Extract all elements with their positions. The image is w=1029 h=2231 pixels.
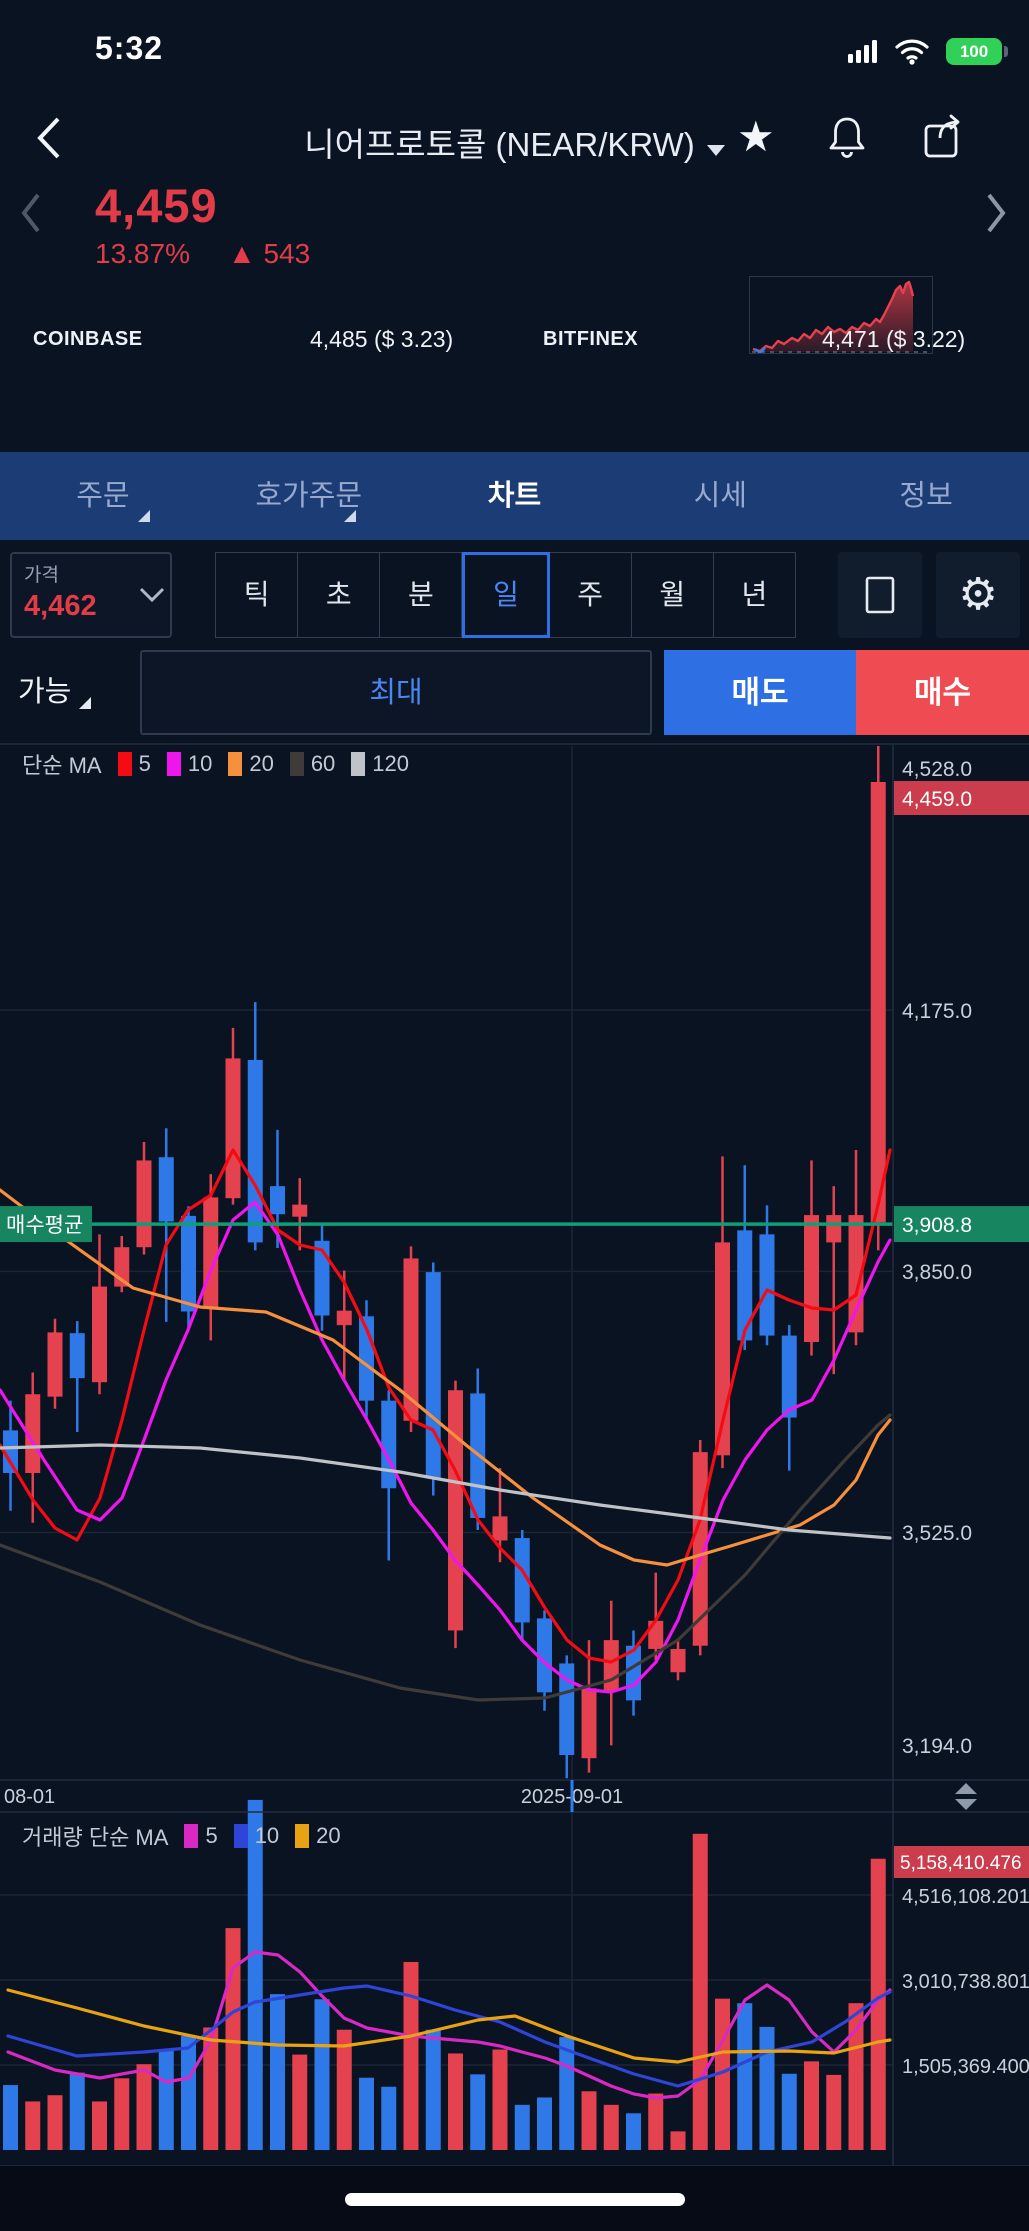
share-icon[interactable]: [920, 112, 970, 162]
legend-swatch-5: [117, 752, 132, 776]
signal-strength-icon: [848, 40, 877, 63]
next-coin-chevron[interactable]: [985, 192, 1007, 234]
tab-corner-icon: [343, 510, 356, 522]
legend-period: 5: [205, 1823, 218, 1848]
legend-title: 단순 MA: [22, 753, 102, 778]
candle-outline-icon: [865, 576, 895, 614]
timeframe-tick[interactable]: 틱: [215, 552, 299, 638]
mini-sparkline[interactable]: [749, 276, 933, 355]
timeframe-second[interactable]: 초: [298, 552, 381, 638]
timeframe-day[interactable]: 일: [462, 552, 550, 638]
timeframe-year[interactable]: 년: [713, 552, 796, 638]
legend-swatch-5: [184, 1824, 199, 1848]
max-amount-button[interactable]: 최대: [140, 650, 652, 735]
exchange-name-coinbase: COINBASE: [33, 328, 143, 350]
chart-settings-button[interactable]: ⚙: [936, 552, 1020, 638]
exchange-price-bitfinex: 4,471 ($ 3.22): [822, 326, 966, 352]
svg-text:08-01: 08-01: [4, 1786, 55, 1808]
wifi-icon: [895, 39, 929, 65]
svg-text:4,516,108.201: 4,516,108.201: [902, 1886, 1029, 1908]
svg-text:3,010,738.801: 3,010,738.801: [902, 1971, 1029, 1993]
legend-swatch-60: [289, 752, 304, 776]
current-price: 4,459: [95, 179, 218, 232]
legend-swatch-10: [233, 1824, 248, 1848]
alert-bell-icon[interactable]: [826, 114, 868, 162]
timeframe-minute[interactable]: 분: [380, 552, 463, 638]
svg-text:매수평균: 매수평균: [6, 1214, 83, 1237]
svg-text:3,908.8: 3,908.8: [902, 1214, 972, 1237]
legend-period: 60: [310, 751, 336, 776]
tab-orderbook-order[interactable]: 호가주문: [206, 452, 412, 540]
tab-info[interactable]: 정보: [899, 480, 953, 512]
legend-period: 10: [187, 751, 213, 776]
legend-swatch-120: [351, 752, 366, 776]
change-amount: 543: [263, 238, 311, 269]
page-title[interactable]: 니어프로토콜 (NEAR/KRW): [0, 118, 1029, 166]
legend-swatch-20: [228, 752, 243, 776]
legend-period: 120: [372, 751, 410, 776]
prev-coin-chevron[interactable]: [20, 192, 42, 234]
svg-text:3,850.0: 3,850.0: [902, 1261, 972, 1284]
legend-period: 20: [249, 751, 274, 776]
battery-icon: 100: [946, 38, 1002, 65]
svg-text:5,158,410.476: 5,158,410.476: [900, 1853, 1022, 1874]
buy-button[interactable]: 매수: [856, 650, 1029, 735]
avail-corner-icon: [79, 697, 92, 709]
tab-quotes[interactable]: 시세: [693, 480, 747, 512]
main-tabbar: 주문 호가주문 차트 시세 정보: [0, 452, 1029, 540]
timeframe-month[interactable]: 월: [631, 552, 714, 638]
sell-button[interactable]: 매도: [664, 650, 856, 735]
price-selector-value: 4,462: [24, 590, 97, 622]
legend-title: 거래량 단순 MA: [22, 1825, 169, 1850]
tab-corner-icon: [137, 510, 150, 522]
battery-nub: [1004, 46, 1008, 57]
gear-icon: ⚙: [958, 570, 998, 619]
legend-period: 20: [316, 1823, 341, 1848]
legend-period: 5: [138, 751, 151, 776]
svg-text:1,505,369.400: 1,505,369.400: [902, 2056, 1029, 2078]
svg-text:4,459.0: 4,459.0: [902, 788, 972, 811]
timeframe-week[interactable]: 주: [549, 552, 632, 638]
price-change-row: 13.87% ▲ 543: [95, 238, 310, 270]
change-percent: 13.87%: [95, 238, 190, 269]
favorite-star-icon[interactable]: ★: [737, 113, 775, 160]
up-arrow-icon: ▲: [227, 238, 256, 269]
legend-swatch-10: [166, 752, 181, 776]
coin-pair-label: 니어프로토콜 (NEAR/KRW): [304, 126, 695, 163]
chevron-down-icon: [139, 587, 165, 603]
legend-period: 10: [254, 1823, 280, 1848]
legend-swatch-20: [295, 1824, 310, 1848]
available-balance-label[interactable]: 가능: [18, 668, 92, 710]
svg-text:3,525.0: 3,525.0: [902, 1522, 972, 1545]
price-type-selector[interactable]: 가격 4,462: [10, 552, 172, 638]
status-time: 5:32: [95, 30, 164, 66]
exchange-name-bitfinex: BITFINEX: [543, 328, 639, 350]
title-dropdown-icon[interactable]: [706, 145, 725, 156]
svg-text:4,175.0: 4,175.0: [902, 1000, 972, 1023]
svg-text:4,528.0: 4,528.0: [902, 758, 972, 781]
tab-chart[interactable]: 차트: [487, 480, 542, 512]
chart-style-button[interactable]: [838, 552, 922, 638]
timeframe-group: 틱 초 분 일 주 월 년: [215, 552, 796, 638]
svg-text:3,194.0: 3,194.0: [902, 1735, 972, 1758]
back-button[interactable]: [36, 116, 62, 160]
tab-order[interactable]: 주문: [0, 452, 206, 540]
home-indicator[interactable]: [345, 2193, 685, 2206]
price-ma-legend: 단순 MA 5 10 20 60 120: [10, 748, 409, 780]
volume-ma-legend: 거래량 단순 MA 5 10 20: [10, 1820, 341, 1852]
price-selector-label: 가격: [24, 565, 59, 586]
exchange-price-coinbase: 4,485 ($ 3.23): [310, 326, 454, 352]
